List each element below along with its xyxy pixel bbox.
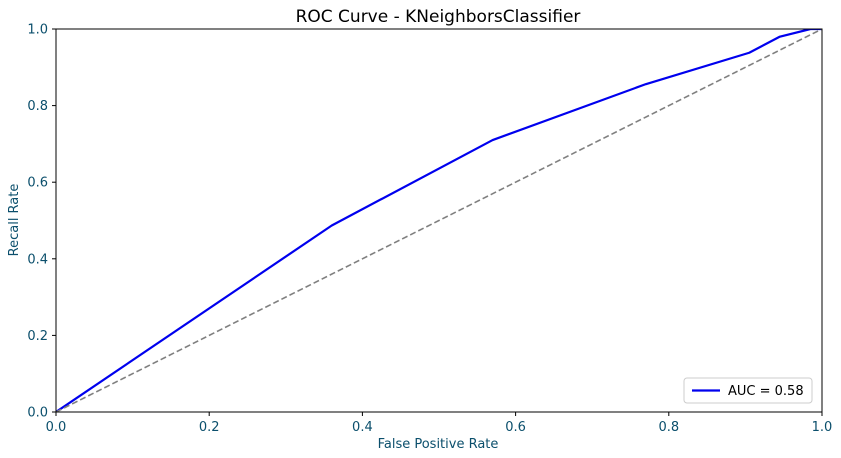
plot-frame [55, 28, 823, 413]
legend: AUC = 0.58 [683, 377, 813, 404]
y-tick-label: 0.8 [27, 99, 48, 114]
y-tick-label: 0.2 [27, 329, 48, 344]
plot-area: 0.0 0.2 0.4 0.6 0.8 1.0 0.0 0.2 0.4 0.6 0.8 1.0 [27, 23, 832, 436]
y-tick-label: 0.4 [27, 252, 48, 267]
x-tick-label: 0.2 [199, 420, 220, 435]
x-tick-label: 0.0 [46, 420, 67, 435]
legend-box [683, 377, 813, 404]
legend-entry: AUC = 0.58 [728, 384, 804, 399]
y-tick-label: 0.0 [27, 406, 48, 421]
x-tick-label: 0.8 [658, 420, 679, 435]
x-tick-label: 0.4 [352, 420, 373, 435]
y-tick-label: 0.6 [27, 176, 48, 191]
y-tick-label: 1.0 [27, 23, 48, 38]
x-tick-label: 1.0 [812, 420, 833, 435]
x-tick-label: 0.6 [505, 420, 526, 435]
chance-line [56, 29, 822, 412]
x-axis-label: False Positive Rate [378, 437, 499, 452]
chart-title: ROC Curve - KNeighborsClassifier [296, 7, 581, 27]
y-axis-label: Recall Rate [7, 184, 22, 257]
roc-curve-line [56, 29, 822, 412]
